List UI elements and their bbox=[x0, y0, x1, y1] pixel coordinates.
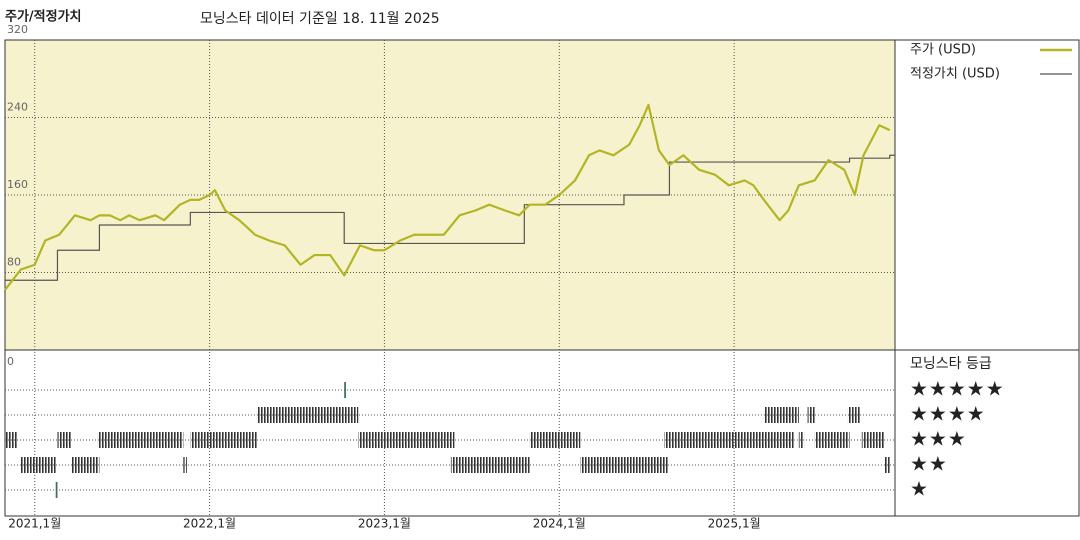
rating-period bbox=[884, 457, 890, 473]
rating-period bbox=[580, 457, 668, 473]
rating-row-label: ★★★★★ bbox=[910, 377, 1005, 401]
rating-period bbox=[344, 382, 346, 398]
series-line bbox=[4, 103, 891, 291]
x-tick-label: 2022,1월 bbox=[183, 517, 236, 531]
rating-period bbox=[20, 457, 56, 473]
x-tick-label: 2024,1월 bbox=[533, 517, 586, 531]
x-tick-label: 2023,1월 bbox=[358, 517, 411, 531]
rating-period bbox=[5, 432, 18, 448]
rating-period bbox=[861, 432, 885, 448]
rating-period bbox=[763, 407, 799, 423]
series-line bbox=[5, 154, 895, 281]
y-tick-label: 320 bbox=[7, 23, 28, 36]
y-tick-label: 80 bbox=[7, 256, 21, 269]
rating-period bbox=[847, 407, 861, 423]
rating-period bbox=[814, 432, 850, 448]
rating-period bbox=[450, 457, 530, 473]
rating-period bbox=[664, 432, 794, 448]
rating-period bbox=[55, 482, 58, 498]
rating-row-label: ★★★ bbox=[910, 427, 967, 451]
rating-period bbox=[190, 432, 257, 448]
y-tick-label: 240 bbox=[7, 101, 28, 114]
rating-period bbox=[256, 407, 359, 423]
frame bbox=[4, 39, 1080, 517]
x-tick-label: 2025,1월 bbox=[708, 517, 761, 531]
y-tick-label: 0 bbox=[7, 355, 14, 368]
chart-title: 주가/적정가치 bbox=[5, 9, 82, 25]
rating-row-label: ★★ bbox=[910, 452, 948, 476]
rating-period bbox=[798, 432, 805, 448]
rating-period bbox=[807, 407, 815, 423]
rating-period bbox=[71, 457, 100, 473]
x-tick-label: 2021,1월 bbox=[8, 517, 61, 531]
y-tick-label: 160 bbox=[7, 178, 28, 191]
legend-label: 주가 (USD) bbox=[910, 43, 976, 58]
rating-row-label: ★★★★ bbox=[910, 402, 986, 426]
rating-title: 모닝스타 등급 bbox=[910, 356, 992, 372]
chart-subtitle: 모닝스타 데이터 기준일 18. 11월 2025 bbox=[200, 11, 440, 27]
rating-row-label: ★ bbox=[910, 477, 929, 501]
rating-period bbox=[358, 432, 455, 448]
rating-period bbox=[529, 432, 581, 448]
legend-label: 적정가치 (USD) bbox=[910, 67, 1000, 82]
rating-period bbox=[57, 432, 72, 448]
rating-period bbox=[183, 457, 187, 473]
rating-period bbox=[97, 432, 184, 448]
